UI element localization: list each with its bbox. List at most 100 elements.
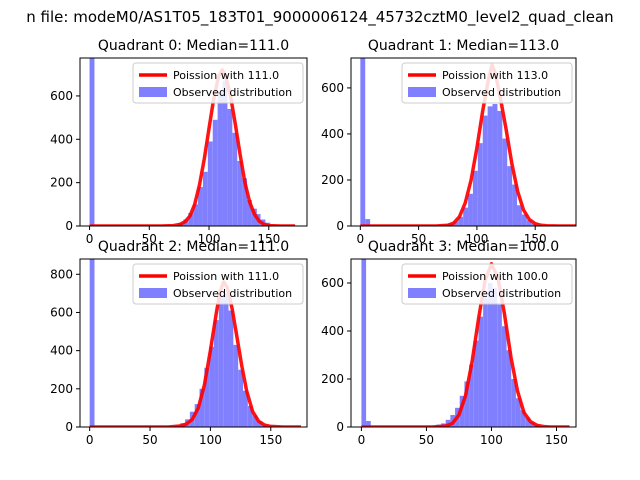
y-tick-label: 600 [50, 305, 73, 319]
quadrant-2-title: Quadrant 2: Median=111.0 [98, 239, 289, 255]
histogram-bar [198, 186, 203, 226]
quadrant-2-panel: Quadrant 2: Median=111.0 0 50 100 150 0 200 400… [50, 239, 308, 447]
x-tick-label: 100 [198, 232, 221, 246]
y-tick-label: 0 [65, 219, 73, 233]
histogram-bar [361, 259, 367, 427]
legend-box [401, 263, 573, 305]
histogram-bar [497, 304, 502, 427]
histogram-bar [228, 310, 234, 427]
quadrant-1-axes-frame [350, 57, 577, 227]
legend-histogram-swatch [408, 288, 436, 298]
quadrant-3-legend: Poission with 100.0 Observed distribution [401, 263, 573, 305]
quadrant-0-panel: Quadrant 0: Median=111.0 0 50 100 150 0 200 400… [50, 38, 308, 246]
legend-label-observed: Observed distribution [442, 86, 561, 99]
histogram-bar [247, 406, 253, 427]
x-tick-label: 50 [411, 232, 426, 246]
quadrant-1-plot-area [360, 58, 576, 226]
y-tick-label: 600 [321, 81, 344, 95]
histogram-bar [502, 138, 508, 226]
histogram-bar [511, 379, 516, 427]
quadrant-0-plot-area [89, 58, 296, 226]
histogram-bar [214, 320, 219, 427]
histogram-bar [242, 178, 248, 226]
histogram-bar [218, 297, 224, 427]
x-tick-label: 50 [142, 232, 157, 246]
histogram-bar [492, 287, 498, 427]
histogram-bar [251, 208, 257, 226]
histogram-bar [515, 398, 521, 427]
histogram-bar [525, 417, 530, 427]
histogram-bar [483, 297, 488, 427]
histogram-bar [507, 166, 513, 226]
legend-label-poisson: Poission with 111.0 [173, 69, 279, 82]
histogram-bar [469, 364, 474, 427]
y-tick-label: 200 [321, 173, 344, 187]
quadrant-2-axes-frame [79, 258, 308, 428]
histogram-bar [237, 160, 243, 226]
figure-suptitle: n file: modeM0/AS1T05_183T01_9000006124_… [26, 8, 613, 27]
histogram-bar [360, 58, 366, 226]
legend-label-poisson: Poission with 100.0 [442, 270, 548, 283]
histogram-bar [463, 207, 469, 226]
histogram-bar [521, 214, 527, 226]
histogram-bar [223, 293, 229, 427]
histogram-bar [217, 91, 223, 226]
histogram-bar [497, 110, 503, 226]
histogram-bar [492, 104, 498, 226]
histogram-bar [188, 212, 194, 226]
x-tick-label: 100 [480, 433, 503, 447]
x-tick-label: 150 [257, 232, 280, 246]
histogram-bar [453, 221, 459, 226]
histogram-bar [202, 171, 208, 226]
x-tick-label: 150 [545, 433, 568, 447]
y-tick-label: 400 [50, 132, 73, 146]
histogram-bar [520, 410, 526, 427]
x-tick-label: 150 [259, 433, 282, 447]
quadrant-3-plot-area [361, 259, 570, 427]
x-tick-label: 50 [142, 433, 157, 447]
quadrant-1-legend: Poission with 113.0 Observed distribution [401, 62, 573, 104]
y-tick-label: 200 [321, 372, 344, 386]
x-tick-label: 0 [358, 433, 366, 447]
quadrant-3-axes-frame [350, 258, 577, 428]
quadrant-2-legend: Poission with 111.0 Observed distribution [132, 263, 304, 305]
histogram-bar [468, 193, 473, 226]
histogram-bar [193, 204, 199, 226]
legend-histogram-swatch [408, 87, 436, 97]
x-tick-label: 50 [419, 433, 434, 447]
histogram-bar [204, 367, 210, 427]
histogram-bar [526, 220, 532, 226]
quadrant-2-plot-area [89, 259, 301, 427]
histogram-bar [199, 388, 205, 427]
y-tick-label: 0 [336, 420, 344, 434]
legend-box [132, 62, 304, 104]
histogram-bar [222, 80, 228, 226]
legend-box [132, 263, 304, 305]
histogram-bar [194, 404, 200, 427]
histogram-bar [209, 346, 215, 427]
y-tick-label: 400 [321, 127, 344, 141]
histogram-bar [212, 119, 218, 226]
legend-label-observed: Observed distribution [173, 86, 292, 99]
histogram-bar [227, 108, 233, 226]
legend-label-poisson: Poission with 113.0 [442, 69, 548, 82]
histogram-bar [478, 316, 484, 427]
y-tick-label: 0 [65, 420, 73, 434]
quadrant-3-title: Quadrant 3: Median=100.0 [368, 239, 559, 255]
histogram-bar [232, 132, 238, 226]
legend-box [401, 62, 573, 104]
histogram-bar [365, 219, 371, 226]
y-tick-label: 200 [50, 382, 73, 396]
histogram-bar [252, 415, 258, 427]
x-tick-label: 0 [357, 232, 365, 246]
y-tick-label: 200 [50, 176, 73, 190]
histogram-bar [512, 184, 518, 226]
x-tick-label: 0 [86, 232, 94, 246]
histogram-bar [238, 369, 244, 427]
histogram-bar [517, 205, 522, 226]
histogram-bar [459, 395, 465, 427]
histogram-bar [464, 381, 470, 427]
legend-label-poisson: Poission with 111.0 [173, 270, 279, 283]
legend-label-observed: Observed distribution [442, 287, 561, 300]
